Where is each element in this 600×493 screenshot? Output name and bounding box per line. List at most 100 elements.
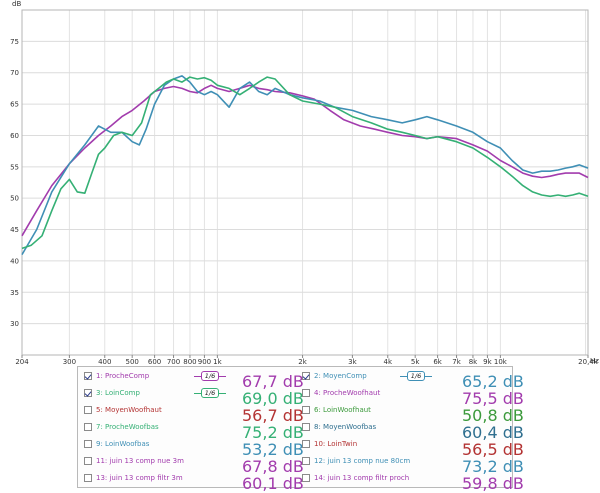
legend-checkbox[interactable] bbox=[84, 389, 92, 397]
y-axis: 30 35 40 45 50 55 60 65 70 75 bbox=[10, 38, 19, 328]
legend-checkbox[interactable] bbox=[302, 389, 310, 397]
legend-item-prochewoofbas[interactable]: 7: ProcheWoofbas bbox=[84, 419, 159, 435]
x-tick-label: 3k bbox=[348, 358, 357, 366]
x-tick-label: 700 bbox=[167, 358, 180, 366]
x-tick-label: 4k bbox=[383, 358, 392, 366]
x-tick-label: 8k bbox=[469, 358, 478, 366]
x-tick-label: 800 bbox=[183, 358, 196, 366]
legend-label: 6: LoinWoofhaut bbox=[314, 406, 371, 414]
smoothing-label: 1/6 bbox=[406, 371, 426, 381]
legend-value: 56,7 dB bbox=[242, 406, 304, 425]
legend-value: 56,5 dB bbox=[462, 440, 524, 459]
legend-label: 2: MoyenComp bbox=[314, 372, 367, 380]
legend-label: 9: LoinWoofbas bbox=[96, 440, 150, 448]
x-axis: 204 300 400 500 600 700 800 900 1k 2k 3k 4k 5k 6k 7k 8k… bbox=[15, 355, 599, 366]
series-line-loincomp bbox=[21, 76, 589, 250]
y-tick-label: 45 bbox=[10, 226, 19, 234]
legend-value: 73,2 dB bbox=[462, 457, 524, 476]
x-tick-label: 204 bbox=[15, 358, 29, 366]
legend-item-loinwoofhaut[interactable]: 6: LoinWoofhaut bbox=[302, 402, 371, 418]
legend-item-juin-13-comp-filtr-proch[interactable]: 14: juin 13 comp filtr proch bbox=[302, 470, 409, 486]
y-unit-label: dB bbox=[12, 0, 21, 8]
legend-label: 8: MoyenWoofbas bbox=[314, 423, 377, 431]
legend-label: 11: juin 13 comp nue 3m bbox=[96, 457, 184, 465]
legend-value: 59,8 dB bbox=[462, 474, 524, 493]
legend-item-moyenwoofhaut[interactable]: 5: MoyenWoofhaut bbox=[84, 402, 162, 418]
legend-label: 1: ProcheComp bbox=[96, 372, 150, 380]
legend-checkbox[interactable] bbox=[302, 406, 310, 414]
legend-value: 60,4 dB bbox=[462, 423, 524, 442]
legend-value: 67,8 dB bbox=[242, 457, 304, 476]
legend-item-prochecomp[interactable]: 1: ProcheComp bbox=[84, 368, 149, 384]
legend-item-juin-13-comp-nue-80cm[interactable]: 12: juin 13 comp nue 80cm bbox=[302, 453, 410, 469]
legend-item-loincomp[interactable]: 3: LoinComp bbox=[84, 385, 140, 401]
legend-value: 50,8 dB bbox=[462, 406, 524, 425]
legend-checkbox[interactable] bbox=[84, 406, 92, 414]
x-tick-label: 2k bbox=[298, 358, 307, 366]
smoothing-indicator[interactable]: 1/6 bbox=[194, 371, 226, 381]
legend-value: 65,2 dB bbox=[462, 372, 524, 391]
grid bbox=[22, 10, 588, 355]
legend-label: 7: ProcheWoofbas bbox=[96, 423, 159, 431]
legend-checkbox[interactable] bbox=[84, 423, 92, 431]
x-tick-label: 5k bbox=[411, 358, 420, 366]
x-tick-label: 900 bbox=[198, 358, 211, 366]
x-tick-label: 600 bbox=[148, 358, 161, 366]
legend-value: 75,2 dB bbox=[242, 423, 304, 442]
smoothing-label: 1/6 bbox=[200, 388, 220, 398]
legend-checkbox[interactable] bbox=[302, 372, 310, 380]
legend-label: 4: ProcheWoofhaut bbox=[314, 389, 381, 397]
legend-item-lointwin[interactable]: 10: LoinTwin bbox=[302, 436, 357, 452]
x-tick-label: 9k bbox=[483, 358, 492, 366]
y-tick-label: 75 bbox=[10, 38, 19, 46]
legend-checkbox[interactable] bbox=[302, 423, 310, 431]
x-tick-label: 7k bbox=[452, 358, 461, 366]
smoothing-label: 1/6 bbox=[200, 371, 220, 381]
plot-area bbox=[21, 9, 589, 356]
legend-item-moyencomp[interactable]: 2: MoyenComp bbox=[302, 368, 367, 384]
x-tick-label: 500 bbox=[125, 358, 138, 366]
y-tick-label: 40 bbox=[10, 257, 19, 265]
y-tick-label: 70 bbox=[10, 69, 19, 77]
legend-label: 3: LoinComp bbox=[96, 389, 140, 397]
legend-label: 14: juin 13 comp filtr proch bbox=[314, 474, 410, 482]
legend-item-loinwoofbas[interactable]: 9: LoinWoofbas bbox=[84, 436, 149, 452]
x-tick-label: 6k bbox=[433, 358, 442, 366]
y-tick-label: 30 bbox=[10, 320, 19, 328]
legend-item-juin-13-comp-filtr-3m[interactable]: 13: juin 13 comp filtr 3m bbox=[84, 470, 183, 486]
legend-label: 13: juin 13 comp filtr 3m bbox=[96, 474, 183, 482]
legend-label: 12: juin 13 comp nue 80cm bbox=[314, 457, 411, 465]
legend-value: 75,5 dB bbox=[462, 389, 524, 408]
x-tick-label: 300 bbox=[63, 358, 76, 366]
legend-value: 69,0 dB bbox=[242, 389, 304, 408]
y-tick-label: 50 bbox=[10, 195, 19, 203]
legend-checkbox[interactable] bbox=[302, 457, 310, 465]
legend-panel: 1: ProcheComp 1/6 67,7 dB 2: MoyenComp 1/6 65… bbox=[77, 366, 524, 493]
x-tick-label: 1k bbox=[213, 358, 222, 366]
legend-checkbox[interactable] bbox=[84, 474, 92, 482]
legend-value: 53,2 dB bbox=[242, 440, 304, 459]
legend-checkbox[interactable] bbox=[302, 474, 310, 482]
legend-value: 60,1 dB bbox=[242, 474, 304, 493]
x-tick-label: 20,4k bbox=[578, 358, 599, 366]
legend-label: 5: MoyenWoofhaut bbox=[96, 406, 162, 414]
series-lines bbox=[21, 75, 589, 256]
series-line-prochecomp bbox=[21, 84, 589, 237]
legend-checkbox[interactable] bbox=[84, 457, 92, 465]
y-tick-label: 60 bbox=[10, 132, 19, 140]
smoothing-indicator[interactable]: 1/6 bbox=[194, 388, 226, 398]
smoothing-indicator[interactable]: 1/6 bbox=[400, 371, 432, 381]
legend-label: 10: LoinTwin bbox=[314, 440, 358, 448]
legend-checkbox[interactable] bbox=[84, 440, 92, 448]
legend-checkbox[interactable] bbox=[302, 440, 310, 448]
legend-item-prochewoofhaut[interactable]: 4: ProcheWoofhaut bbox=[302, 385, 380, 401]
legend-value: 67,7 dB bbox=[242, 372, 304, 391]
y-tick-label: 55 bbox=[10, 163, 19, 171]
series-line-moyencomp bbox=[21, 75, 589, 256]
legend-checkbox[interactable] bbox=[84, 372, 92, 380]
legend-item-juin-13-comp-nue-3m[interactable]: 11: juin 13 comp nue 3m bbox=[84, 453, 184, 469]
legend-item-moyenwoofbas[interactable]: 8: MoyenWoofbas bbox=[302, 419, 376, 435]
y-tick-label: 65 bbox=[10, 101, 19, 109]
x-unit-label: Hz bbox=[590, 357, 599, 365]
